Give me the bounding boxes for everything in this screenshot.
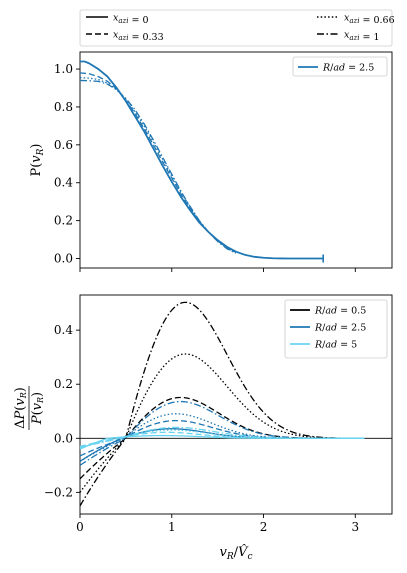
legend-label: R/ad = 0.5 [314,306,366,317]
series-line-solid [79,428,365,462]
y-tick-label: 0.0 [54,252,73,266]
series-line-dashed [79,72,237,253]
series-line-solid [80,60,324,260]
y-tick-label: 0.4 [54,323,73,337]
y-tick-label: 0.4 [54,176,73,190]
x-axis-label: vR/V̂c [220,544,253,562]
x-tick-label: 1 [168,520,176,534]
series-line-dotted [79,76,237,254]
linestyle-legend: xazi = 0 xazi = 0.33 xazi = 0.66 xazi = 1 [79,9,395,47]
svg-text:P(vR): P(vR) [30,392,45,425]
x-tick-label: 0 [76,520,84,534]
top-legend-box [292,56,388,77]
legend-label: R/ad = 2.5 [322,63,374,74]
y-tick-label: 1.0 [54,62,73,76]
svg-text:ΔP(vR): ΔP(vR) [13,387,28,429]
bottom-plot-frame [79,294,393,515]
series-line-dashdot [79,426,365,449]
series-line-dashdot [79,79,237,254]
top-y-axis-label: P(vR) [29,143,46,176]
style-legend-label: xazi = 0 [113,13,149,27]
y-tick-label: −0.2 [44,485,73,499]
style-legend-label: xazi = 0.33 [113,30,164,44]
legend-label: R/ad = 5 [314,340,357,351]
series-line-dotted [79,429,365,449]
top-plot-frame [79,51,393,269]
legend-label: R/ad = 2.5 [314,323,366,334]
y-tick-label: 0.2 [54,377,73,391]
bottom-panel: 0 1 2 3 −0.2 0.0 0.2 0.4 R/ad = 0.5 R/ad = 2.5 R/… [13,294,393,562]
y-tick-label: 0.6 [54,138,73,152]
top-panel: 0.0 0.2 0.4 0.6 0.8 1.0 R/ad = 2.5 P(vR) [29,51,393,272]
x-tick-label: 2 [260,520,268,534]
series-line-dotted [79,353,365,493]
series-line-dashdot [79,301,365,507]
y-tick-label: 0.2 [54,214,73,228]
x-tick-label: 3 [351,520,359,534]
bottom-y-axis-label: ΔP(vR) P(vR) [13,386,45,430]
y-tick-label: 0.8 [54,100,73,114]
style-legend-label: xazi = 0.66 [344,13,395,27]
y-tick-label: 0.0 [54,431,73,445]
style-legend-label: xazi = 1 [344,30,380,44]
bottom-legend-box [284,299,388,359]
